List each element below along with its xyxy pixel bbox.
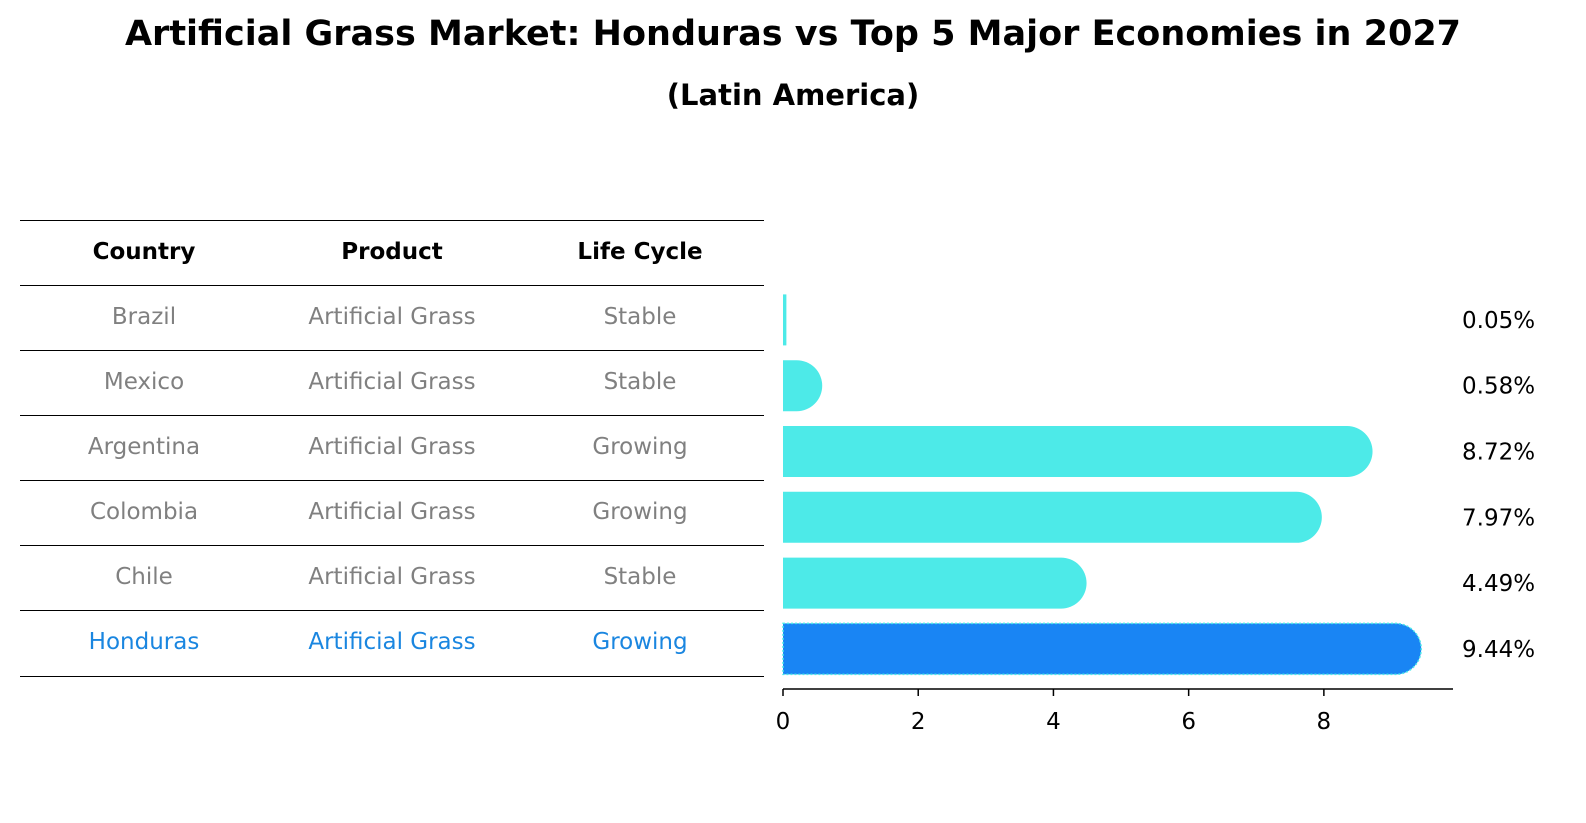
header-life-cycle: Life Cycle: [577, 239, 703, 265]
value-label: 7.97%: [1462, 505, 1535, 531]
cell-life-cycle: Growing: [592, 499, 688, 525]
data-table: Country Product Life Cycle Brazil Artifi…: [20, 220, 764, 677]
cell-country: Colombia: [89, 499, 199, 525]
cell-country: Argentina: [87, 434, 201, 460]
cell-country: Chile: [115, 564, 173, 590]
value-label: 4.49%: [1462, 571, 1535, 597]
bar: [783, 294, 787, 346]
cell-life-cycle: Growing: [592, 434, 688, 460]
table-row-highlight: Honduras Artificial Grass Growing: [20, 610, 764, 677]
table-row: Brazil Artificial Grass Stable: [20, 285, 764, 350]
cell-product: Artificial Grass: [308, 434, 476, 460]
value-label: 0.58%: [1462, 374, 1535, 400]
value-label: 0.05%: [1462, 308, 1535, 334]
x-tick-label: 6: [1181, 709, 1196, 735]
cell-product: Artificial Grass: [308, 369, 476, 395]
cell-product: Artificial Grass: [308, 564, 476, 590]
bar: [783, 360, 823, 412]
cell-country: Brazil: [111, 304, 177, 330]
bar: [783, 491, 1322, 543]
x-tick-label: 2: [911, 709, 926, 735]
cell-life-cycle: Stable: [603, 564, 677, 590]
cell-product: Artificial Grass: [308, 629, 476, 655]
x-tick-label: 4: [1046, 709, 1061, 735]
table-row: Colombia Artificial Grass Growing: [20, 480, 764, 545]
cell-life-cycle: Stable: [603, 304, 677, 330]
cell-product: Artificial Grass: [308, 499, 476, 525]
table-row: Argentina Artificial Grass Growing: [20, 415, 764, 480]
cell-country: Honduras: [88, 629, 200, 655]
table-row: Mexico Artificial Grass Stable: [20, 350, 764, 415]
bar: [782, 622, 1422, 676]
cell-life-cycle: Stable: [603, 369, 677, 395]
bar: [783, 557, 1087, 609]
value-label: 8.72%: [1462, 440, 1535, 466]
cell-product: Artificial Grass: [308, 304, 476, 330]
cell-country: Mexico: [103, 369, 185, 395]
header-product: Product: [341, 239, 443, 265]
value-label: 9.44%: [1462, 637, 1535, 663]
x-tick-label: 8: [1317, 709, 1332, 735]
x-tick-label: 0: [776, 709, 791, 735]
cell-life-cycle: Growing: [592, 629, 688, 655]
chart-title: Artificial Grass Market: Honduras vs Top…: [124, 14, 1462, 54]
table-row: Chile Artificial Grass Stable: [20, 545, 764, 610]
bar: [783, 426, 1373, 477]
table-header-row: Country Product Life Cycle: [20, 220, 764, 285]
chart-subtitle: (Latin America): [666, 78, 920, 112]
header-country: Country: [92, 239, 196, 265]
